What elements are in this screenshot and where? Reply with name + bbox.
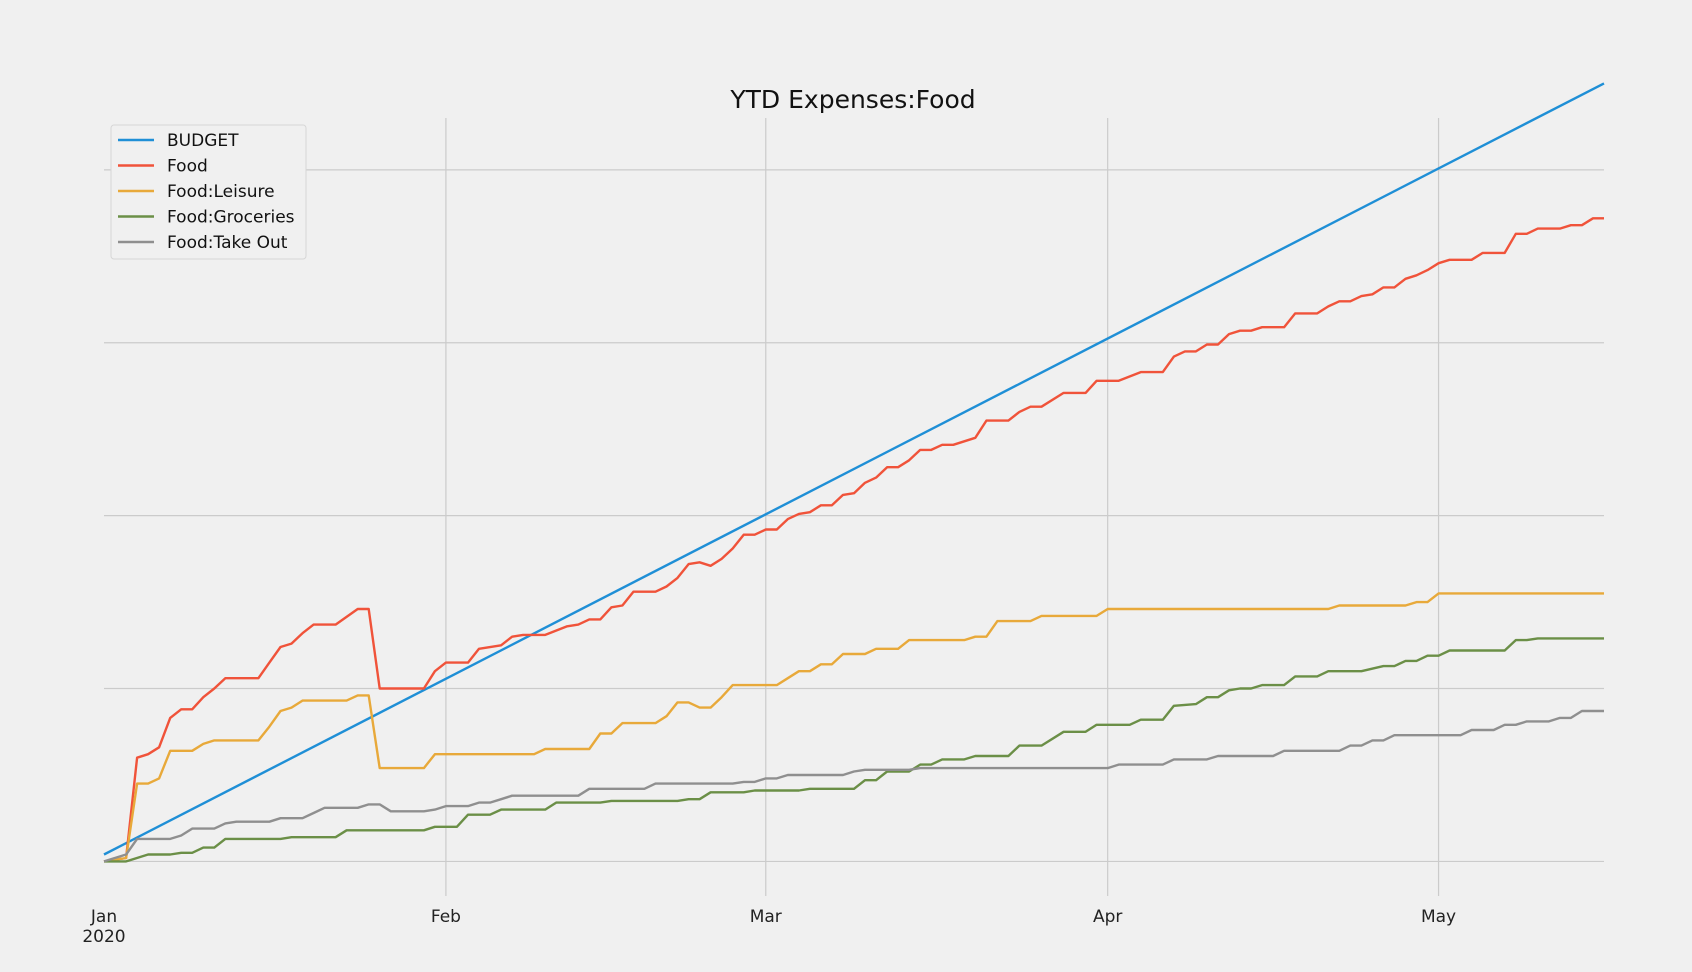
legend-label-food: Food: [167, 157, 208, 177]
series-line-budget: [103, 82, 1605, 856]
series-lines: [103, 82, 1605, 863]
x-tick-label-jan: Jan: [90, 907, 117, 927]
legend-label-food-leisure: Food:Leisure: [167, 182, 275, 202]
legend: BUDGET Food Food:Leisure Food:Groceries Food…: [110, 124, 307, 260]
series-line-food-groceries: [104, 637, 1604, 863]
x-tick-label-may: May: [1421, 907, 1456, 927]
legend-label-budget: BUDGET: [167, 131, 239, 151]
x-tick-sublabel: 2020: [82, 927, 125, 947]
series-line-food: [103, 217, 1604, 863]
series-line-food-take-out: [103, 709, 1604, 863]
legend-label-food-take-out: Food:Take Out: [167, 233, 288, 253]
legend-label-food-groceries: Food:Groceries: [167, 208, 295, 228]
x-tick-label-apr: Apr: [1093, 907, 1122, 927]
legend-box: [110, 124, 307, 260]
chart-title: YTD Expenses:Food: [729, 85, 975, 114]
grid: [104, 118, 1604, 896]
series-line-food-leisure: [103, 592, 1604, 863]
x-tick-label-feb: Feb: [431, 907, 461, 927]
x-tick-label-mar: Mar: [750, 907, 782, 927]
